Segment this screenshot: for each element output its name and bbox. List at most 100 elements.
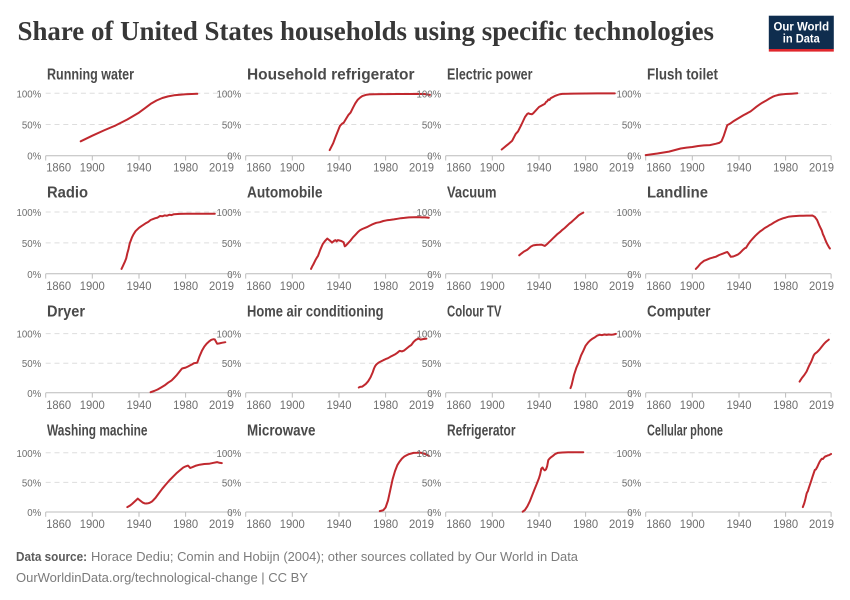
svg-text:1900: 1900 xyxy=(80,398,105,412)
svg-text:0%: 0% xyxy=(627,389,641,400)
svg-text:1900: 1900 xyxy=(480,398,505,412)
svg-text:1940: 1940 xyxy=(527,279,552,293)
svg-text:100%: 100% xyxy=(617,208,642,219)
svg-text:1860: 1860 xyxy=(646,161,671,175)
svg-text:1940: 1940 xyxy=(727,517,752,531)
svg-text:50%: 50% xyxy=(622,121,642,132)
svg-text:2019: 2019 xyxy=(409,517,434,531)
svg-text:1900: 1900 xyxy=(480,517,505,531)
svg-text:1940: 1940 xyxy=(327,161,352,175)
svg-text:50%: 50% xyxy=(422,121,442,132)
svg-text:0%: 0% xyxy=(27,508,41,519)
svg-text:1940: 1940 xyxy=(327,517,352,531)
svg-text:1980: 1980 xyxy=(373,398,398,412)
svg-text:1940: 1940 xyxy=(127,517,152,531)
svg-text:Running water: Running water xyxy=(47,66,134,83)
svg-text:Household refrigerator: Household refrigerator xyxy=(247,66,415,83)
svg-text:2019: 2019 xyxy=(809,279,834,293)
svg-text:100%: 100% xyxy=(417,330,442,341)
svg-text:2019: 2019 xyxy=(809,398,834,412)
svg-text:100%: 100% xyxy=(17,449,42,460)
svg-text:2019: 2019 xyxy=(809,161,834,175)
svg-text:1980: 1980 xyxy=(373,161,398,175)
svg-text:1980: 1980 xyxy=(573,398,598,412)
svg-text:1980: 1980 xyxy=(173,279,198,293)
svg-text:1900: 1900 xyxy=(680,161,705,175)
svg-text:50%: 50% xyxy=(222,239,242,250)
svg-text:1940: 1940 xyxy=(127,161,152,175)
svg-text:Data source:: Data source: xyxy=(16,549,87,564)
svg-text:1860: 1860 xyxy=(646,398,671,412)
svg-text:50%: 50% xyxy=(422,239,442,250)
svg-text:1980: 1980 xyxy=(173,161,198,175)
svg-text:50%: 50% xyxy=(422,478,442,489)
svg-text:Colour TV: Colour TV xyxy=(447,304,502,321)
svg-text:1940: 1940 xyxy=(527,161,552,175)
svg-text:2019: 2019 xyxy=(409,279,434,293)
svg-text:1940: 1940 xyxy=(527,398,552,412)
svg-text:100%: 100% xyxy=(17,208,42,219)
svg-text:1980: 1980 xyxy=(573,279,598,293)
svg-text:1980: 1980 xyxy=(773,398,798,412)
svg-text:2019: 2019 xyxy=(609,279,634,293)
svg-text:1900: 1900 xyxy=(680,279,705,293)
svg-text:0%: 0% xyxy=(27,389,41,400)
svg-text:1980: 1980 xyxy=(373,517,398,531)
svg-text:50%: 50% xyxy=(622,359,642,370)
svg-text:50%: 50% xyxy=(222,478,242,489)
svg-text:1900: 1900 xyxy=(480,279,505,293)
svg-text:50%: 50% xyxy=(422,359,442,370)
svg-text:100%: 100% xyxy=(17,89,42,100)
svg-text:Landline: Landline xyxy=(647,185,708,202)
svg-text:50%: 50% xyxy=(222,121,242,132)
svg-text:2019: 2019 xyxy=(209,279,234,293)
svg-text:100%: 100% xyxy=(617,330,642,341)
svg-text:1860: 1860 xyxy=(46,279,71,293)
svg-text:1980: 1980 xyxy=(573,517,598,531)
svg-text:OurWorldinData.org/technologic: OurWorldinData.org/technological-change … xyxy=(16,570,308,585)
svg-text:2019: 2019 xyxy=(809,517,834,531)
svg-text:0%: 0% xyxy=(227,270,241,281)
svg-text:0%: 0% xyxy=(227,389,241,400)
svg-text:1860: 1860 xyxy=(446,279,471,293)
svg-text:1860: 1860 xyxy=(246,398,271,412)
svg-text:100%: 100% xyxy=(617,89,642,100)
svg-text:1900: 1900 xyxy=(80,279,105,293)
svg-text:1940: 1940 xyxy=(327,398,352,412)
svg-text:2019: 2019 xyxy=(609,161,634,175)
svg-text:50%: 50% xyxy=(22,239,42,250)
svg-text:1860: 1860 xyxy=(246,279,271,293)
svg-text:Our World: Our World xyxy=(774,20,830,34)
svg-text:100%: 100% xyxy=(417,449,442,460)
svg-text:1900: 1900 xyxy=(280,398,305,412)
svg-text:1860: 1860 xyxy=(646,517,671,531)
svg-text:50%: 50% xyxy=(622,239,642,250)
svg-text:1860: 1860 xyxy=(446,161,471,175)
svg-text:1900: 1900 xyxy=(680,398,705,412)
svg-text:1980: 1980 xyxy=(373,279,398,293)
svg-text:in Data: in Data xyxy=(783,32,820,46)
svg-text:0%: 0% xyxy=(227,508,241,519)
svg-text:1900: 1900 xyxy=(280,517,305,531)
svg-text:0%: 0% xyxy=(427,152,441,163)
svg-text:2019: 2019 xyxy=(209,161,234,175)
svg-text:0%: 0% xyxy=(427,270,441,281)
svg-text:1980: 1980 xyxy=(773,279,798,293)
svg-text:100%: 100% xyxy=(17,330,42,341)
svg-text:1940: 1940 xyxy=(127,279,152,293)
svg-text:100%: 100% xyxy=(217,449,242,460)
svg-text:0%: 0% xyxy=(27,270,41,281)
svg-text:Washing machine: Washing machine xyxy=(47,423,148,440)
svg-text:Refrigerator: Refrigerator xyxy=(447,423,516,440)
svg-text:50%: 50% xyxy=(22,478,42,489)
svg-text:Vacuum: Vacuum xyxy=(447,185,497,202)
svg-text:100%: 100% xyxy=(217,89,242,100)
svg-text:1860: 1860 xyxy=(46,517,71,531)
svg-text:1860: 1860 xyxy=(446,398,471,412)
svg-text:1860: 1860 xyxy=(246,161,271,175)
svg-text:1980: 1980 xyxy=(573,161,598,175)
svg-text:1980: 1980 xyxy=(173,398,198,412)
svg-text:0%: 0% xyxy=(427,508,441,519)
svg-text:0%: 0% xyxy=(427,389,441,400)
svg-text:1860: 1860 xyxy=(46,398,71,412)
